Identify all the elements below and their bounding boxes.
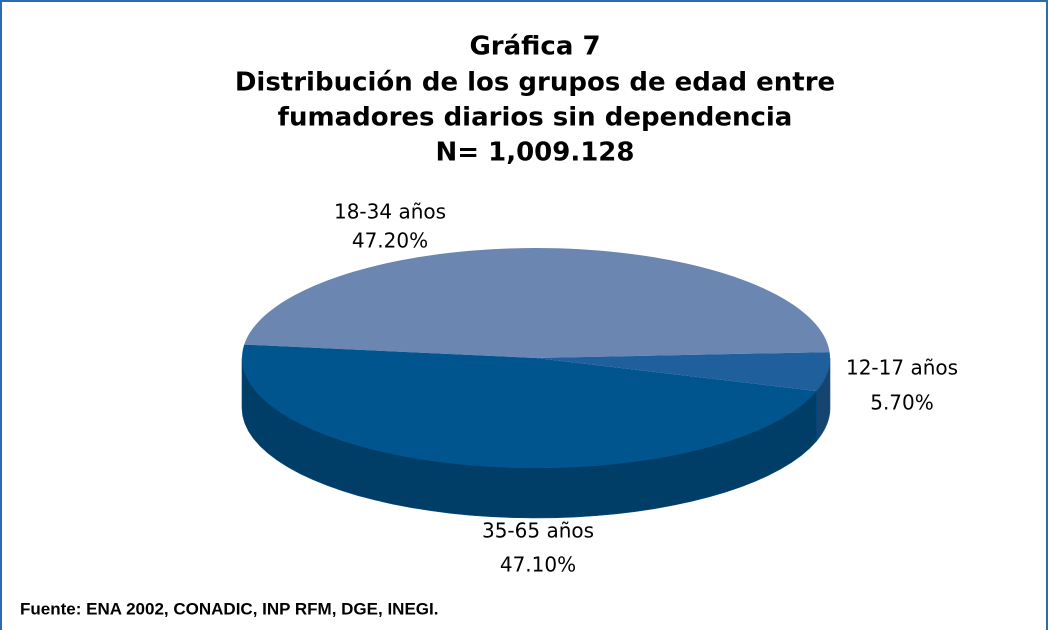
chart-subtitle: N= 1,009.128 — [436, 138, 635, 168]
slice — [536, 352, 830, 391]
data-label-value: 47.10% — [500, 553, 576, 577]
data-label-category: 12-17 años — [846, 356, 958, 380]
chart-title: Gráfica 7 — [469, 32, 600, 62]
data-label-value: 47.20% — [352, 229, 428, 253]
source-note: Fuente: ENA 2002, CONADIC, INP RFM, DGE,… — [20, 599, 438, 618]
data-label-category: 18-34 años — [334, 200, 446, 224]
chart-subtitle: Distribución de los grupos de edad entre — [235, 68, 835, 98]
slice — [244, 248, 830, 358]
slice — [242, 344, 817, 468]
data-label-category: 35-65 años — [482, 519, 594, 543]
chart-subtitle: fumadores diarios sin dependencia — [278, 103, 793, 133]
data-label-value: 5.70% — [870, 391, 934, 415]
